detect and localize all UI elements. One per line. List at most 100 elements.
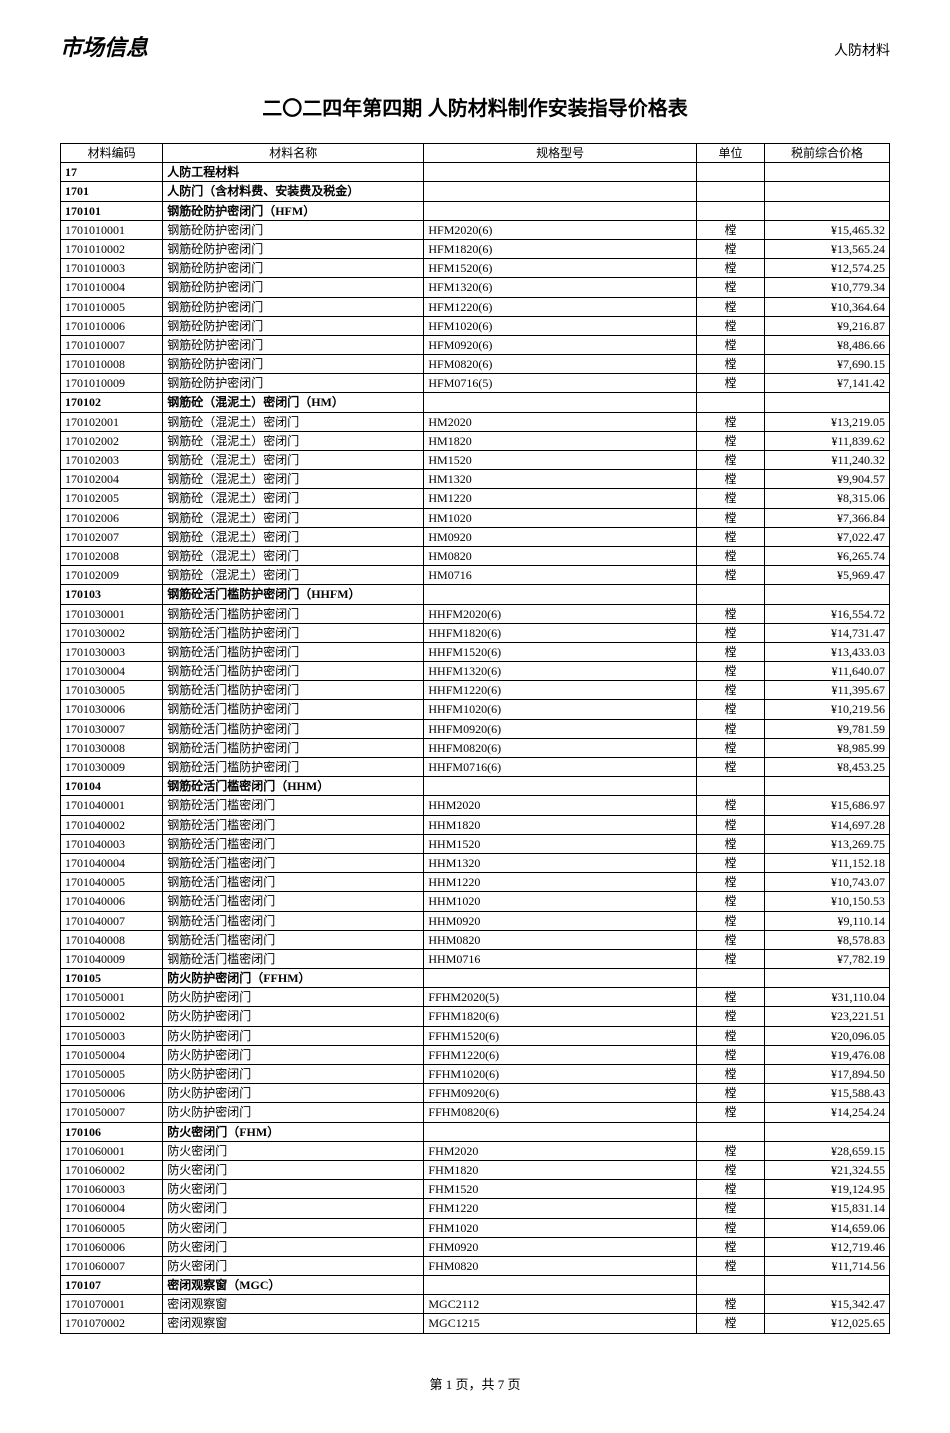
- table-row: 1701050003防火防护密闭门FFHM1520(6)樘¥20,096.05: [61, 1026, 890, 1045]
- cell-unit: 樘: [696, 1103, 764, 1122]
- cell-price: ¥11,640.07: [765, 662, 890, 681]
- table-row: 1701040002钢筋砼活门槛密闭门HHM1820樘¥14,697.28: [61, 815, 890, 834]
- table-row: 1701010001钢筋砼防护密闭门HFM2020(6)樘¥15,465.32: [61, 220, 890, 239]
- cell-spec: [424, 1276, 697, 1295]
- cell-name: 防火密闭门: [163, 1180, 424, 1199]
- cell-name: 钢筋砼活门槛密闭门: [163, 834, 424, 853]
- cell-unit: 樘: [696, 719, 764, 738]
- cell-spec: HFM0716(5): [424, 374, 697, 393]
- cell-name: 防火密闭门（FHM）: [163, 1122, 424, 1141]
- cell-code: 1701030007: [61, 719, 163, 738]
- cell-code: 1701070001: [61, 1295, 163, 1314]
- cell-name: 钢筋砼（混泥土）密闭门: [163, 508, 424, 527]
- header-right: 人防材料: [834, 40, 890, 60]
- table-row: 1701010009钢筋砼防护密闭门HFM0716(5)樘¥7,141.42: [61, 374, 890, 393]
- cell-price: ¥9,904.57: [765, 470, 890, 489]
- cell-name: 钢筋砼活门槛密闭门（HHM）: [163, 777, 424, 796]
- cell-spec: HM0716: [424, 566, 697, 585]
- cell-unit: 樘: [696, 489, 764, 508]
- cell-unit: 樘: [696, 316, 764, 335]
- cell-name: 防火防护密闭门: [163, 988, 424, 1007]
- table-row: 170102007钢筋砼（混泥土）密闭门HM0920樘¥7,022.47: [61, 527, 890, 546]
- cell-price: ¥9,781.59: [765, 719, 890, 738]
- cell-spec: FFHM0820(6): [424, 1103, 697, 1122]
- cell-spec: FHM1520: [424, 1180, 697, 1199]
- cell-price: ¥13,219.05: [765, 412, 890, 431]
- cell-code: 1701040003: [61, 834, 163, 853]
- cell-unit: 樘: [696, 758, 764, 777]
- cell-unit: 樘: [696, 1045, 764, 1064]
- cell-code: 1701010001: [61, 220, 163, 239]
- cell-price: ¥14,731.47: [765, 623, 890, 642]
- cell-spec: HHFM1220(6): [424, 681, 697, 700]
- cell-spec: HFM1220(6): [424, 297, 697, 316]
- cell-name: 钢筋砼活门槛密闭门: [163, 911, 424, 930]
- cell-name: 钢筋砼活门槛密闭门: [163, 873, 424, 892]
- cell-name: 钢筋砼（混泥土）密闭门: [163, 470, 424, 489]
- cell-name: 钢筋砼防护密闭门: [163, 316, 424, 335]
- cell-name: 钢筋砼活门槛防护密闭门: [163, 623, 424, 642]
- table-row: 170102003钢筋砼（混泥土）密闭门HM1520樘¥11,240.32: [61, 451, 890, 470]
- cell-unit: 樘: [696, 681, 764, 700]
- cell-price: ¥21,324.55: [765, 1160, 890, 1179]
- cell-name: 防火密闭门: [163, 1237, 424, 1256]
- cell-spec: FHM2020: [424, 1141, 697, 1160]
- cell-spec: FFHM1520(6): [424, 1026, 697, 1045]
- cell-unit: [696, 1276, 764, 1295]
- cell-spec: HHFM1820(6): [424, 623, 697, 642]
- cell-unit: 樘: [696, 1237, 764, 1256]
- cell-spec: MGC2112: [424, 1295, 697, 1314]
- table-row: 1701010002钢筋砼防护密闭门HFM1820(6)樘¥13,565.24: [61, 239, 890, 258]
- cell-name: 钢筋砼活门槛防护密闭门: [163, 681, 424, 700]
- cell-name: 人防门（含材料费、安装费及税金）: [163, 182, 424, 201]
- cell-code: 1701060007: [61, 1256, 163, 1275]
- cell-code: 170102001: [61, 412, 163, 431]
- cell-price: ¥13,433.03: [765, 642, 890, 661]
- cell-name: 钢筋砼活门槛防护密闭门: [163, 604, 424, 623]
- cell-unit: 樘: [696, 259, 764, 278]
- cell-price: [765, 182, 890, 201]
- cell-name: 钢筋砼活门槛密闭门: [163, 815, 424, 834]
- cell-price: [765, 163, 890, 182]
- cell-price: ¥7,141.42: [765, 374, 890, 393]
- cell-name: 钢筋砼活门槛密闭门: [163, 853, 424, 872]
- table-row: 1701030006钢筋砼活门槛防护密闭门HHFM1020(6)樘¥10,219…: [61, 700, 890, 719]
- cell-spec: HHFM0716(6): [424, 758, 697, 777]
- cell-name: 密闭观察窗: [163, 1314, 424, 1333]
- cell-price: ¥11,839.62: [765, 431, 890, 450]
- cell-name: 钢筋砼防护密闭门: [163, 259, 424, 278]
- table-row: 1701060006防火密闭门FHM0920樘¥12,719.46: [61, 1237, 890, 1256]
- table-row: 170102008钢筋砼（混泥土）密闭门HM0820樘¥6,265.74: [61, 546, 890, 565]
- table-row: 1701060003防火密闭门FHM1520樘¥19,124.95: [61, 1180, 890, 1199]
- cell-unit: 樘: [696, 1084, 764, 1103]
- cell-code: 1701010007: [61, 335, 163, 354]
- cell-code: 170102004: [61, 470, 163, 489]
- cell-price: ¥12,574.25: [765, 259, 890, 278]
- cell-price: ¥31,110.04: [765, 988, 890, 1007]
- cell-code: 1701040007: [61, 911, 163, 930]
- cell-code: 170102008: [61, 546, 163, 565]
- cell-name: 钢筋砼（混泥土）密闭门: [163, 412, 424, 431]
- table-row: 1701050004防火防护密闭门FFHM1220(6)樘¥19,476.08: [61, 1045, 890, 1064]
- table-row: 1701060002防火密闭门FHM1820樘¥21,324.55: [61, 1160, 890, 1179]
- cell-unit: 樘: [696, 623, 764, 642]
- cell-unit: 樘: [696, 1160, 764, 1179]
- cell-spec: HHFM1320(6): [424, 662, 697, 681]
- cell-name: 防火密闭门: [163, 1256, 424, 1275]
- cell-unit: 樘: [696, 700, 764, 719]
- cell-price: ¥15,831.14: [765, 1199, 890, 1218]
- cell-spec: HHM1320: [424, 853, 697, 872]
- cell-code: 1701030001: [61, 604, 163, 623]
- cell-code: 1701030006: [61, 700, 163, 719]
- cell-code: 1701050006: [61, 1084, 163, 1103]
- cell-spec: FFHM0920(6): [424, 1084, 697, 1103]
- cell-code: 1701040006: [61, 892, 163, 911]
- cell-unit: [696, 585, 764, 604]
- col-price: 税前综合价格: [765, 144, 890, 163]
- cell-spec: HFM0820(6): [424, 355, 697, 374]
- cell-name: 钢筋砼活门槛防护密闭门（HHFM）: [163, 585, 424, 604]
- cell-unit: 樘: [696, 508, 764, 527]
- table-row: 1701010006钢筋砼防护密闭门HFM1020(6)樘¥9,216.87: [61, 316, 890, 335]
- table-row: 1701050002防火防护密闭门FFHM1820(6)樘¥23,221.51: [61, 1007, 890, 1026]
- cell-code: 170102009: [61, 566, 163, 585]
